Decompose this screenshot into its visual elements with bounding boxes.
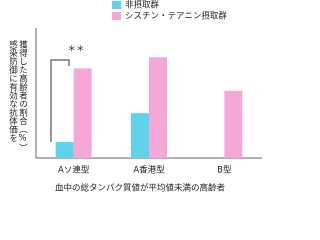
annotation: ＊＊ — [67, 45, 84, 55]
legend-label: 非摂取群 — [125, 0, 160, 11]
significance-bracket — [50, 59, 70, 142]
bar — [131, 113, 149, 158]
y-axis-label: 獲得した高齢者の割合（%） — [18, 39, 28, 152]
chart: 感染防御に有効な抗体価を 獲得した高齢者の割合（%） 血中の総タンパク質値が平均… — [8, 0, 262, 194]
bar — [55, 142, 74, 158]
legend-label: シスチン・テアニン摂取群 — [125, 11, 227, 22]
legend-swatch — [112, 12, 121, 20]
bar — [73, 68, 92, 158]
x-tick-label: A香港型 — [133, 165, 165, 176]
bar — [224, 90, 243, 158]
x-axis-label: 血中の総タンパク質値が平均値未満の高齢者 — [55, 183, 226, 194]
y-axis-label: 感染防御に有効な抗体価を — [8, 39, 18, 142]
bar — [149, 57, 167, 159]
x-tick-label: Aソ連型 — [58, 165, 90, 176]
page: 感染防御に有効な抗体価を 獲得した高齢者の割合（%） 血中の総タンパク質値が平均… — [7, 0, 262, 194]
x-tick-label: B型 — [217, 166, 232, 176]
legend-swatch — [112, 1, 121, 9]
